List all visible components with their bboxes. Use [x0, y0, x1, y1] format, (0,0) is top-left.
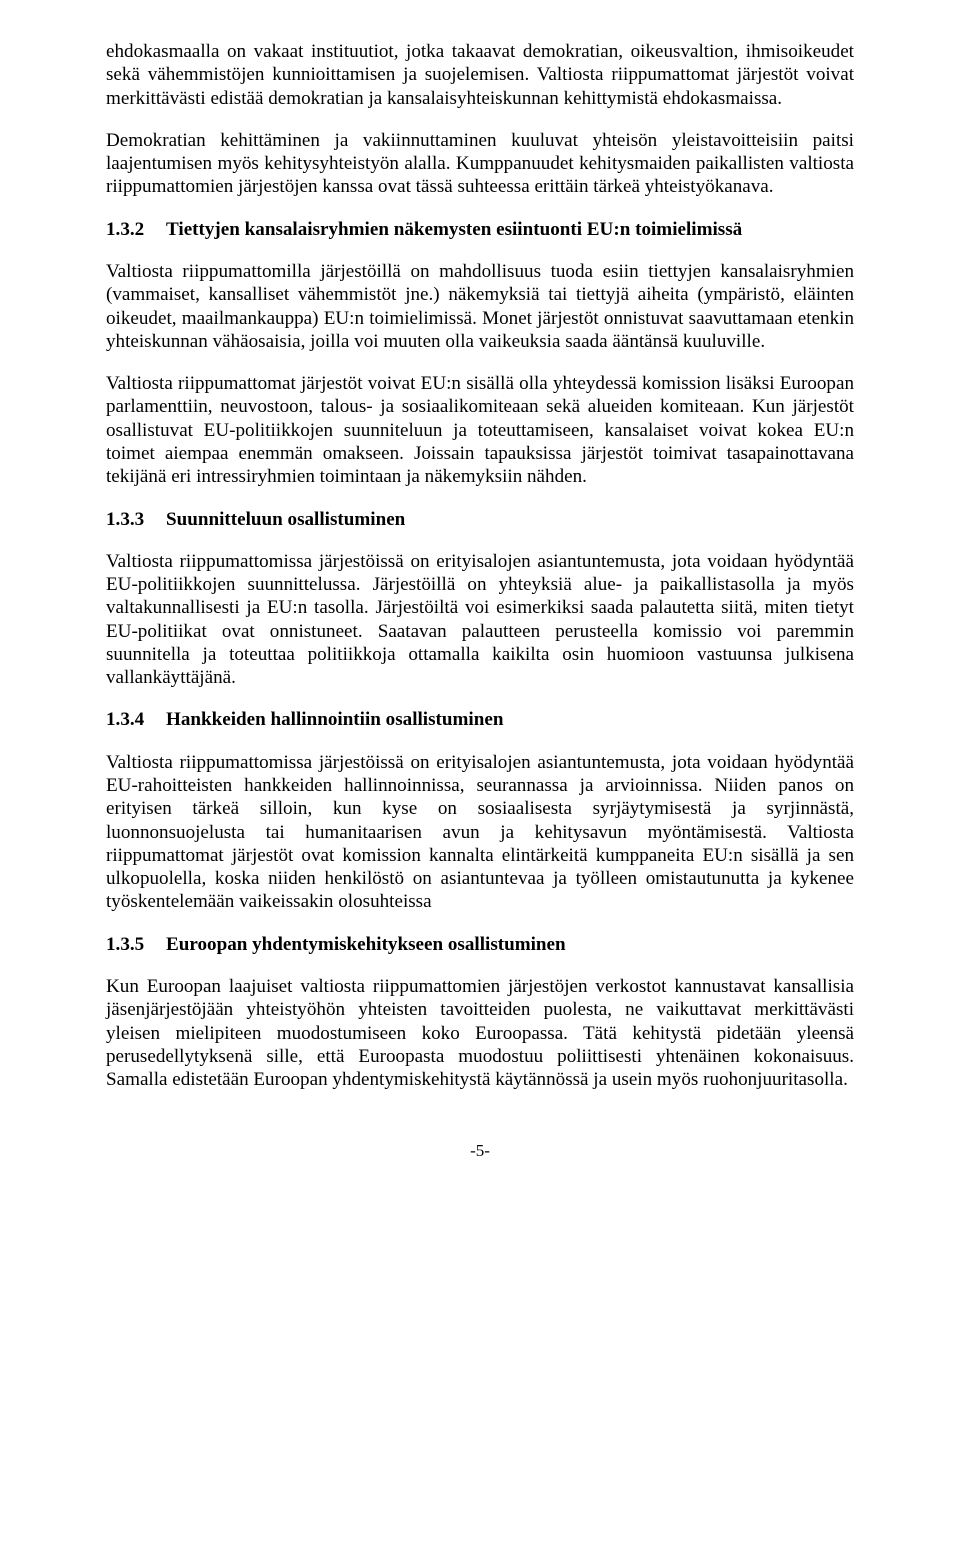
paragraph: Demokratian kehittäminen ja vakiinnuttam… [106, 129, 854, 199]
section-heading-1-3-3: 1.3.3 Suunnitteluun osallistuminen [106, 508, 854, 531]
heading-text: Euroopan yhdentymiskehitykseen osallistu… [166, 933, 566, 956]
paragraph: Valtiosta riippumattomissa järjestöissä … [106, 751, 854, 914]
heading-text: Tiettyjen kansalaisryhmien näkemysten es… [166, 218, 742, 241]
paragraph: Valtiosta riippumattomat järjestöt voiva… [106, 372, 854, 488]
heading-number: 1.3.2 [106, 218, 166, 241]
heading-text: Suunnitteluun osallistuminen [166, 508, 405, 531]
section-heading-1-3-5: 1.3.5 Euroopan yhdentymiskehitykseen osa… [106, 933, 854, 956]
heading-text: Hankkeiden hallinnointiin osallistuminen [166, 708, 503, 731]
section-heading-1-3-4: 1.3.4 Hankkeiden hallinnointiin osallist… [106, 708, 854, 731]
paragraph: Valtiosta riippumattomissa järjestöissä … [106, 550, 854, 690]
heading-number: 1.3.4 [106, 708, 166, 731]
paragraph: ehdokasmaalla on vakaat instituutiot, jo… [106, 40, 854, 110]
section-heading-1-3-2: 1.3.2 Tiettyjen kansalaisryhmien näkemys… [106, 218, 854, 241]
page-container: ehdokasmaalla on vakaat instituutiot, jo… [0, 0, 960, 1202]
page-number: -5- [106, 1141, 854, 1162]
paragraph: Kun Euroopan laajuiset valtiosta riippum… [106, 975, 854, 1091]
heading-number: 1.3.5 [106, 933, 166, 956]
heading-number: 1.3.3 [106, 508, 166, 531]
paragraph: Valtiosta riippumattomilla järjestöillä … [106, 260, 854, 353]
